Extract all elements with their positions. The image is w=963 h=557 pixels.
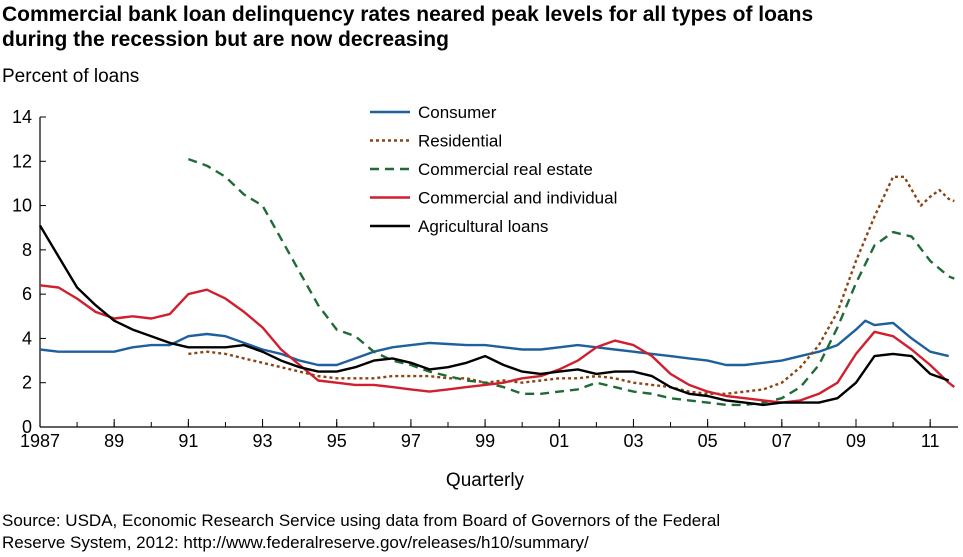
y-tick-label: 12 [12, 151, 32, 171]
x-axis-label: Quarterly [445, 470, 525, 491]
x-tick-label: 03 [623, 431, 643, 451]
x-tick-label: 11 [921, 431, 940, 451]
x-tick-label: 05 [698, 431, 718, 451]
y-tick-label: 4 [22, 328, 32, 348]
x-tick-label: 07 [772, 431, 792, 451]
series-line-commercial-and-individual [39, 284, 956, 404]
legend-label-residential: Residential [418, 132, 502, 151]
line-chart: 0 2 4 6 8 10 12 14 1987 89 91 93 95 97 99 01 03 05 07 09 11 C… [12, 103, 958, 451]
chart-title-line-1: Commercial bank loan delinquency rates n… [2, 3, 814, 26]
series-line-commercial-real-estate [187, 157, 955, 407]
source-line-2: Reserve System, 2012: http://www.federal… [2, 533, 589, 552]
y-tick-label: 0 [22, 417, 32, 437]
legend-label-consumer: Consumer [418, 103, 497, 122]
x-tick-label: 97 [401, 431, 421, 451]
chart-title-line-2: during the recession but are now decreas… [2, 28, 449, 51]
source-note: Source: USDA, Economic Research Service … [2, 510, 960, 554]
y-tick-label: 10 [12, 196, 32, 216]
chart-title: Commercial bank loan delinquency rates n… [2, 2, 960, 52]
legend-label-agricultural-loans: Agricultural loans [418, 217, 548, 236]
x-tick-label: 09 [846, 431, 866, 451]
series-line-agricultural-loans [38, 224, 950, 407]
series-line-consumer [39, 319, 949, 367]
x-tick-label: 95 [327, 431, 347, 451]
series-line-residential [188, 175, 955, 395]
legend-label-commercial-real-estate: Commercial real estate [418, 160, 593, 179]
y-tick-label: 2 [22, 373, 32, 393]
x-tick-label: 99 [475, 431, 495, 451]
x-tick-label: 91 [178, 431, 198, 451]
x-tick-label: 01 [549, 431, 569, 451]
legend-label-commercial-and-individual: Commercial and individual [418, 189, 617, 208]
x-tick-label: 93 [253, 431, 273, 451]
y-tick-label: 6 [22, 284, 32, 304]
y-axis-label: Percent of loans [2, 66, 140, 87]
y-tick-label: 8 [22, 240, 32, 260]
source-line-1: Source: USDA, Economic Research Service … [2, 511, 721, 530]
y-tick-label: 14 [12, 107, 32, 127]
x-tick-label: 1987 [20, 431, 60, 451]
x-tick-label: 89 [104, 431, 124, 451]
